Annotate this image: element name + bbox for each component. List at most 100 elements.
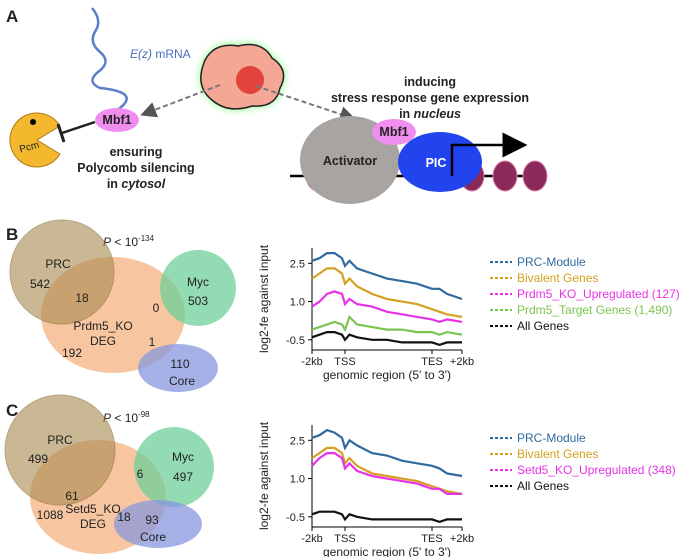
series-line [311,290,463,324]
venn-label: PRC [47,433,73,447]
series-line [311,252,463,301]
x-tick-label: TSS [334,533,355,545]
mrna-gene: E(z) [130,47,152,61]
venn-count: 93 [145,513,159,527]
arrow-nucleus [255,85,356,122]
series-line [311,510,462,524]
pcm-label: Pcm [18,140,40,156]
venn-count: 61 [65,489,79,503]
x-tick-label: +2kb [450,356,474,368]
venn-count: 542 [30,277,50,291]
p-value: -98 [138,410,150,419]
legend-label: All Genes [517,479,569,493]
nucleus [236,66,264,94]
caption: in [107,177,122,191]
venn-prc [9,219,115,325]
venn-prc [4,394,116,506]
venn-label: PRC [45,257,71,271]
caption: in cytosol [107,177,166,191]
mrna-suffix: mRNA [152,47,191,61]
venn-count: 1088 [37,508,64,522]
y-tick-label: 1.0 [290,297,305,309]
caption: ensuring [110,145,163,159]
x-tick-label: -2kb [301,356,322,368]
venn-count: 1 [149,335,156,349]
p-value: -134 [138,234,155,243]
x-axis-label: genomic region (5' to 3') [323,368,451,382]
venn-count: 499 [28,452,48,466]
series-line [311,267,463,318]
legend-label: Setd5_KO_Upregulated (348) [517,463,676,477]
activator-label: Activator [323,154,377,168]
series-line [311,428,463,478]
inhibition-line [61,120,96,135]
venn-count: 497 [173,470,193,484]
series-line [311,452,462,495]
nucleosome [492,160,518,192]
series-line [311,446,463,495]
venn-count: 18 [75,291,89,305]
venn-myc [160,250,236,326]
series-line [311,314,463,336]
arrow-cytosol [140,84,221,118]
p-value: P [103,411,111,425]
y-axis-label: log2-fe against input [257,421,271,530]
y-tick-label: 2.5 [290,258,305,270]
venn-count: 18 [117,510,131,524]
x-tick-label: TES [421,356,442,368]
legend-label: Prdm5_KO_Upregulated (127) [517,287,680,301]
caption: Polycomb silencing [77,161,194,175]
venn-label: DEG [80,517,106,531]
legend-label: PRC-Module [517,431,586,445]
p-value: < 10 [111,411,138,425]
x-tick-label: TES [421,533,442,545]
legend-label: Prdm5_Target Genes (1,490) [517,303,672,317]
legend-label: PRC-Module [517,255,586,269]
caption: inducing [404,75,456,89]
mrna-label: E(z) mRNA [130,47,191,61]
y-tick-label: 2.5 [290,435,305,447]
venn-label: Core [169,374,195,388]
mrna-strand [91,7,131,120]
inhibition-bar [56,123,66,143]
x-tick-label: -2kb [301,533,322,545]
y-tick-label: -0.5 [286,335,305,347]
mbf1-shape [95,108,139,132]
venn-core [114,500,202,548]
caption: in nucleus [399,107,461,121]
venn-count: 0 [153,301,160,315]
nucleosome [522,160,548,192]
venn-label: Core [140,530,166,544]
venn-label: DEG [90,334,116,348]
venn-count: 503 [188,294,208,308]
venn-core [138,344,218,392]
mbf1-label: Mbf1 [379,125,408,139]
panel-label: C [6,401,18,420]
y-tick-label: -0.5 [286,512,305,524]
x-tick-label: +2kb [450,533,474,545]
mbf1-label: Mbf1 [102,113,131,127]
caption: nucleus [414,107,461,121]
venn-label: Myc [172,450,194,464]
legend-label: Bivalent Genes [517,271,598,285]
x-axis-label: genomic region (5' to 3') [323,545,451,557]
venn-count: 110 [170,357,189,371]
venn-count: 6 [137,467,144,481]
legend-label: Bivalent Genes [517,447,598,461]
venn-count: 192 [62,346,82,360]
mbf1-shape [372,119,416,145]
p-value: P < 10-98 [103,410,150,425]
y-tick-label: 1.0 [290,474,305,486]
pcm-eye [30,119,36,125]
venn-label: Myc [187,275,209,289]
venn-label: Prdm5_KO [73,319,132,333]
caption: in [399,107,414,121]
pcm-shape [9,112,61,168]
legend-label: All Genes [517,319,569,333]
panel-label: B [6,225,18,244]
panel-label: A [6,7,18,26]
caption: stress response gene expression [331,91,529,105]
series-line [311,331,462,347]
venn-label: Setd5_KO [65,502,120,516]
pic-shape [398,132,482,192]
